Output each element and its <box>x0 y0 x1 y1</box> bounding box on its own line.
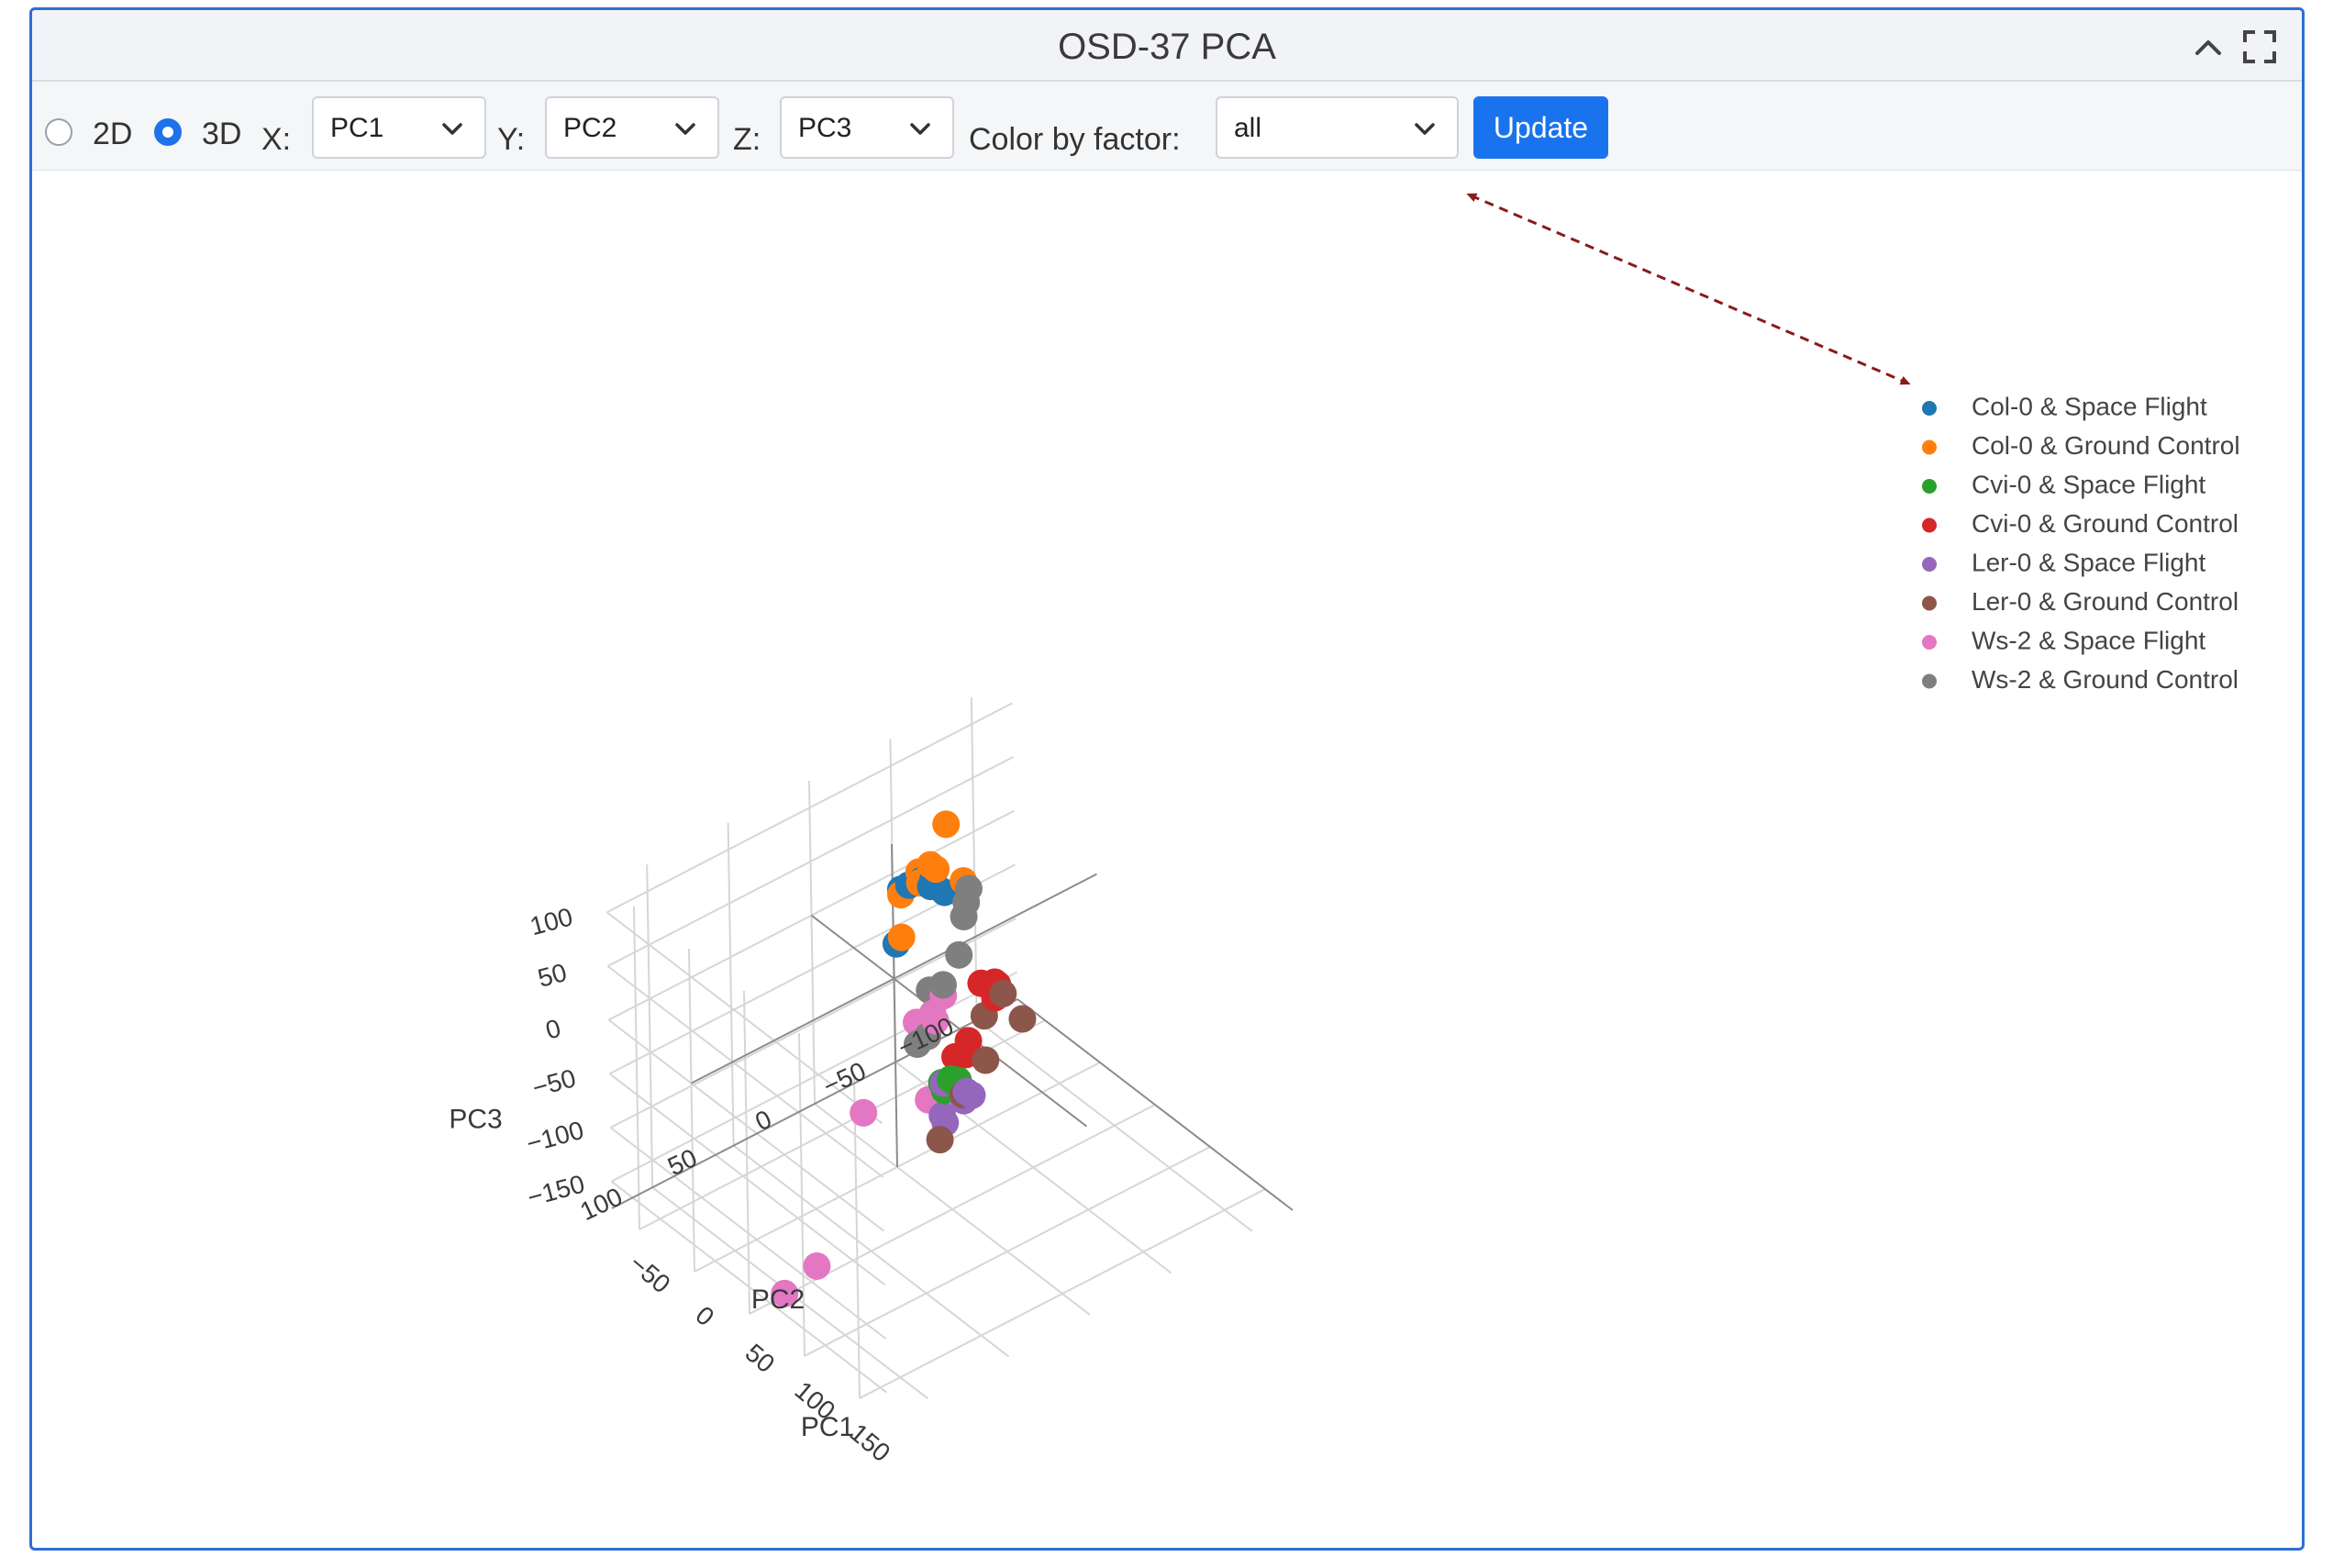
legend-item[interactable]: Col-0 & Space Flight <box>1972 392 2207 420</box>
data-point[interactable] <box>926 1126 954 1154</box>
chevron-down-icon <box>442 123 462 135</box>
x-axis-title: PC1 <box>801 1412 854 1442</box>
radio-3d-label: 3D <box>202 117 242 151</box>
data-point[interactable] <box>1008 1005 1037 1033</box>
gridline <box>646 864 654 1188</box>
gridline <box>688 948 695 1273</box>
z-tick-label: −50 <box>529 1063 579 1102</box>
data-point[interactable] <box>928 971 957 999</box>
legend-item[interactable]: Col-0 & Ground Control <box>1972 431 2240 460</box>
legend-marker[interactable] <box>1922 635 1937 650</box>
plot-axes <box>611 843 1294 1211</box>
z-tick-label: 0 <box>542 1014 563 1045</box>
gridline <box>608 1073 886 1286</box>
data-point[interactable] <box>932 810 961 839</box>
data-point[interactable] <box>850 1098 878 1127</box>
color-by-factor-select[interactable]: all <box>1216 96 1459 159</box>
box-edge <box>611 998 1018 1209</box>
pca-toolbar: 2D 3D X: PC1 Y: PC2 Z: PC3 Color by fact… <box>32 82 2302 171</box>
data-point[interactable] <box>921 1006 950 1035</box>
data-point[interactable] <box>803 1251 831 1280</box>
z-tick-label: −100 <box>523 1116 586 1158</box>
gridline <box>814 1103 1091 1316</box>
gridline <box>743 990 750 1315</box>
legend-item[interactable]: Cvi-0 & Space Flight <box>1972 470 2205 498</box>
legend-marker[interactable] <box>1922 595 1937 611</box>
x-axis-label: X: <box>261 122 292 157</box>
pca-3d-plot[interactable]: 100500−50−100−150−100−50050100−500501001… <box>32 172 2302 1548</box>
z-axis-select[interactable]: PC3 <box>780 96 954 159</box>
gridline <box>610 1180 888 1394</box>
plot-legend[interactable]: Col-0 & Space Flight Col-0 & Ground Contr… <box>1922 392 2240 694</box>
gridline <box>727 822 735 1146</box>
data-point[interactable] <box>958 1081 986 1109</box>
gridline <box>607 1018 885 1232</box>
y-axis-title: PC2 <box>751 1284 805 1315</box>
gridline <box>976 1019 1253 1232</box>
legend-marker[interactable] <box>1922 557 1937 572</box>
chevron-down-icon <box>675 123 695 135</box>
legend-marker[interactable] <box>1922 439 1937 455</box>
gridline <box>732 1144 1010 1358</box>
gridline <box>606 702 1013 914</box>
radio-2d-label: 2D <box>93 117 133 151</box>
plot-grid <box>605 696 1266 1399</box>
legend-marker[interactable] <box>1922 401 1937 416</box>
x-tick-label: 50 <box>739 1338 780 1378</box>
x-tick-label: −50 <box>624 1249 675 1298</box>
legend-marker[interactable] <box>1922 479 1937 494</box>
data-point[interactable] <box>771 1279 799 1307</box>
gridline <box>606 965 884 1178</box>
gridline <box>970 696 978 1020</box>
y-tick-label: 50 <box>663 1143 701 1181</box>
x-tick-label: 0 <box>690 1301 719 1332</box>
data-point[interactable] <box>989 979 1017 1007</box>
legend-marker[interactable] <box>1922 517 1937 533</box>
z-axis-label: Z: <box>733 122 761 157</box>
legend-item[interactable]: Ws-2 & Space Flight <box>1972 626 2205 654</box>
gridline <box>607 756 1014 967</box>
chevron-up-icon[interactable] <box>2190 28 2227 65</box>
panel-header: OSD-37 PCA <box>32 10 2302 82</box>
y-axis-line <box>691 873 1097 1084</box>
color-by-factor-label: Color by factor: <box>969 122 1181 157</box>
pca-panel: OSD-37 PCA 2D 3D X: PC1 Y: PC2 Z: PC3 Co… <box>29 7 2305 1551</box>
update-button[interactable]: Update <box>1473 96 1608 159</box>
y-tick-label: −50 <box>818 1056 870 1100</box>
gridline <box>808 780 816 1105</box>
annotation-arrow <box>1466 193 1911 385</box>
y-axis-select-value: PC2 <box>563 113 617 143</box>
data-point[interactable] <box>945 940 973 969</box>
z-axis-select-value: PC3 <box>798 113 852 143</box>
gridline <box>605 911 883 1125</box>
z-axis-title: PC3 <box>449 1105 502 1135</box>
color-by-factor-select-value: all <box>1234 113 1262 143</box>
data-point[interactable] <box>972 1046 1000 1074</box>
legend-item[interactable]: Ler-0 & Ground Control <box>1972 587 2239 616</box>
z-tick-label: 100 <box>527 902 575 940</box>
box-edge <box>1017 998 1294 1211</box>
legend-marker[interactable] <box>1922 673 1937 689</box>
chevron-down-icon <box>910 123 930 135</box>
legend-item[interactable]: Ws-2 & Ground Control <box>1972 665 2239 694</box>
fullscreen-icon[interactable] <box>2241 28 2278 65</box>
x-axis-select-value: PC1 <box>330 113 384 143</box>
x-axis-select[interactable]: PC1 <box>312 96 486 159</box>
panel-title: OSD-37 PCA <box>1058 27 1276 67</box>
legend-item[interactable]: Ler-0 & Space Flight <box>1972 548 2205 576</box>
gridline <box>633 906 640 1230</box>
y-axis-label: Y: <box>497 122 526 157</box>
radio-2d[interactable] <box>45 118 72 146</box>
legend-item[interactable]: Cvi-0 & Ground Control <box>1972 509 2239 538</box>
z-tick-label: 50 <box>535 958 570 993</box>
chevron-down-icon <box>1415 123 1435 135</box>
radio-3d[interactable] <box>154 118 182 146</box>
y-axis-select[interactable]: PC2 <box>545 96 719 159</box>
gridline <box>609 1127 887 1340</box>
data-point[interactable] <box>887 923 916 951</box>
plot-points <box>771 810 1037 1307</box>
data-point[interactable] <box>952 888 981 917</box>
data-point[interactable] <box>922 855 950 884</box>
